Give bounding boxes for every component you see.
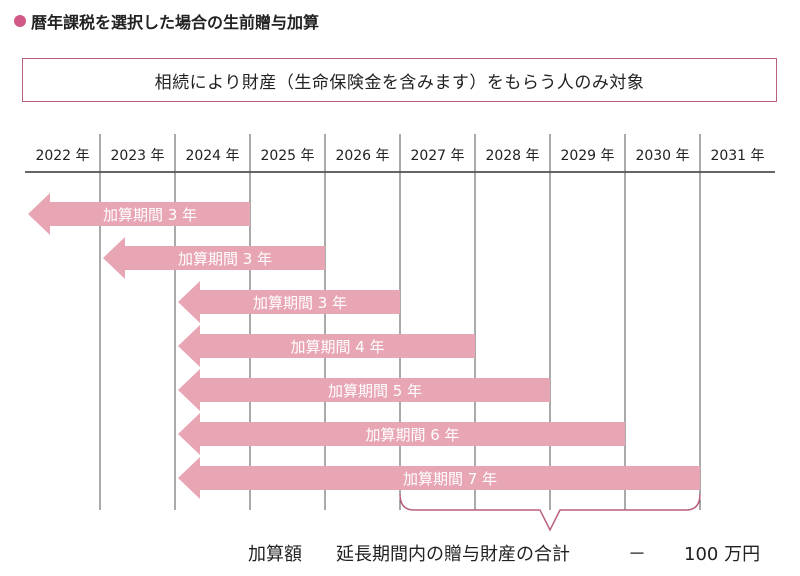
period-arrow-label: 加算期間 3 年	[178, 250, 272, 268]
bullet-dot-icon	[14, 15, 26, 27]
banner-text: 相続により財産（生命保険金を含みます）をもらう人のみ対象	[154, 72, 645, 93]
footer-label: 加算額	[248, 544, 302, 565]
year-label: 2028 年	[485, 148, 539, 164]
year-label: 2030 年	[635, 148, 689, 164]
period-arrow-label: 加算期間 4 年	[290, 338, 384, 356]
addition-period-timeline: 2022 年 2023 年 2024 年 2025 年 2026 年 2027 年 2028…	[25, 134, 775, 532]
footer-summary: 加算額 延長期間内の贈与財産の合計 － 100 万円	[0, 540, 800, 570]
heading-text: 暦年課税を選択した場合の生前贈与加算	[31, 13, 320, 32]
year-label: 2026 年	[335, 148, 389, 164]
year-label: 2029 年	[560, 148, 614, 164]
year-label: 2023 年	[110, 148, 164, 164]
extension-brace	[399, 493, 701, 532]
period-arrow	[178, 413, 625, 455]
period-arrow-label: 加算期間 5 年	[328, 382, 422, 400]
year-label: 2025 年	[260, 148, 314, 164]
period-arrow-label: 加算期間 3 年	[103, 206, 197, 224]
period-arrow	[178, 281, 400, 323]
period-arrow	[178, 369, 550, 411]
year-label: 2027 年	[410, 148, 464, 164]
year-label: 2031 年	[710, 148, 764, 164]
footer-dash: －	[628, 544, 646, 565]
period-arrow	[103, 237, 325, 279]
period-arrow	[28, 193, 250, 235]
period-arrow-label: 加算期間 7 年	[403, 470, 497, 488]
footer-amount: 100 万円	[684, 544, 761, 565]
period-arrow-label: 加算期間 6 年	[365, 426, 459, 444]
period-arrow-label: 加算期間 3 年	[253, 294, 347, 312]
period-arrow	[178, 457, 700, 499]
footer-description: 延長期間内の贈与財産の合計	[336, 544, 570, 565]
eligibility-banner: 相続により財産（生命保険金を含みます）をもらう人のみ対象	[22, 58, 777, 102]
year-label: 2022 年	[35, 148, 89, 164]
period-arrow	[178, 325, 475, 367]
diagram-heading: 暦年課税を選択した場合の生前贈与加算	[14, 8, 319, 34]
year-label: 2024 年	[185, 148, 239, 164]
